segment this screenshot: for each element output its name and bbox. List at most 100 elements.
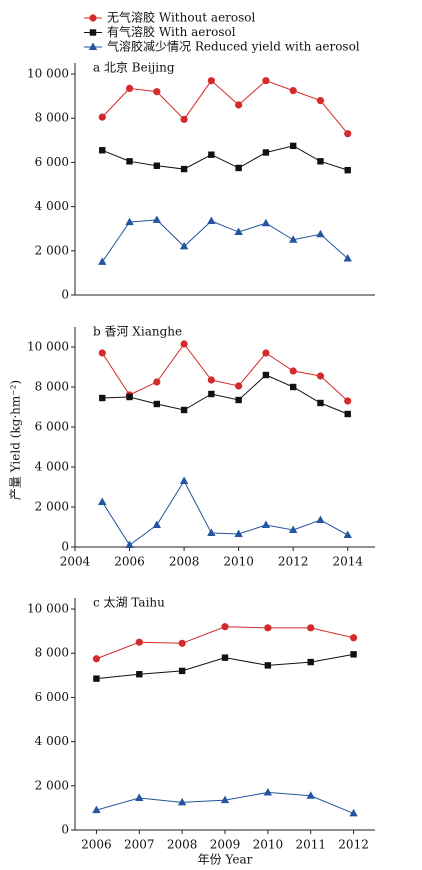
legend-marker bbox=[89, 29, 97, 36]
point bbox=[136, 671, 143, 678]
x-tick-label: 2010 bbox=[253, 838, 284, 852]
point bbox=[98, 349, 106, 357]
point bbox=[92, 805, 101, 814]
point bbox=[152, 215, 162, 223]
x-tick-label: 2004 bbox=[60, 555, 91, 569]
legend-label: 无气溶胶 Without aerosol bbox=[107, 10, 256, 25]
y-tick-label: 0 bbox=[61, 540, 69, 554]
point bbox=[264, 624, 272, 632]
x-tick-label: 2012 bbox=[338, 838, 369, 852]
point bbox=[344, 130, 352, 138]
point bbox=[93, 675, 100, 682]
point bbox=[289, 142, 297, 150]
point bbox=[99, 394, 106, 402]
point bbox=[234, 227, 243, 236]
point bbox=[262, 371, 270, 379]
point bbox=[153, 378, 161, 386]
y-tick-label: 6 000 bbox=[35, 690, 69, 704]
point bbox=[316, 229, 325, 238]
point bbox=[262, 77, 270, 85]
point bbox=[135, 793, 144, 801]
y-tick-label: 8 000 bbox=[35, 380, 69, 394]
point bbox=[316, 96, 325, 105]
y-tick-label: 0 bbox=[61, 288, 69, 302]
point bbox=[288, 235, 298, 243]
point bbox=[317, 158, 324, 165]
point bbox=[99, 147, 106, 154]
point bbox=[289, 87, 297, 95]
point bbox=[235, 101, 243, 109]
point bbox=[234, 529, 243, 537]
point bbox=[153, 400, 161, 408]
point bbox=[344, 410, 351, 418]
series-line bbox=[102, 374, 348, 415]
x-tick-label: 2006 bbox=[81, 838, 112, 852]
point bbox=[261, 218, 271, 227]
point bbox=[289, 367, 297, 375]
point bbox=[317, 399, 324, 407]
x-tick-label: 2012 bbox=[278, 555, 309, 569]
point bbox=[179, 476, 189, 484]
point bbox=[125, 217, 134, 226]
point bbox=[264, 662, 272, 669]
series-line bbox=[101, 343, 349, 402]
point bbox=[207, 216, 216, 224]
point bbox=[98, 257, 107, 265]
point bbox=[180, 115, 188, 123]
point bbox=[180, 165, 188, 173]
point bbox=[349, 634, 358, 642]
legend-label: 有气溶胶 With aerosol bbox=[107, 24, 236, 39]
x-tick-label: 2011 bbox=[295, 838, 326, 852]
y-axis-label: 产量 Yield (kg·hm⁻²) bbox=[9, 380, 23, 500]
point bbox=[221, 623, 229, 631]
point bbox=[208, 390, 215, 398]
legend-marker bbox=[89, 14, 97, 22]
y-tick-label: 2 000 bbox=[35, 243, 69, 257]
point bbox=[289, 383, 297, 391]
point bbox=[179, 241, 189, 250]
point bbox=[316, 372, 325, 380]
point bbox=[221, 654, 229, 661]
point bbox=[92, 655, 101, 663]
y-tick-label: 4 000 bbox=[35, 734, 69, 748]
x-tick-label: 2006 bbox=[114, 555, 145, 569]
point bbox=[288, 525, 298, 533]
y-tick-label: 10 000 bbox=[27, 602, 69, 616]
point bbox=[98, 113, 106, 121]
series-line bbox=[96, 626, 354, 660]
y-tick-label: 10 000 bbox=[27, 67, 69, 81]
y-tick-label: 6 000 bbox=[35, 420, 69, 434]
point bbox=[180, 340, 188, 348]
panel-title: a 北京 Beijing bbox=[93, 61, 175, 75]
point bbox=[207, 376, 215, 384]
point bbox=[350, 651, 357, 658]
point bbox=[235, 382, 243, 390]
legend-label: 气溶胶减少情况 Reduced yield with aerosol bbox=[107, 39, 360, 54]
point bbox=[349, 808, 358, 817]
panel-title: b 香河 Xianghe bbox=[93, 325, 182, 339]
point bbox=[125, 84, 134, 93]
point bbox=[152, 520, 162, 528]
point bbox=[126, 393, 133, 401]
point bbox=[262, 349, 270, 357]
y-tick-label: 8 000 bbox=[35, 646, 69, 660]
x-tick-label: 2009 bbox=[210, 838, 241, 852]
y-tick-label: 4 000 bbox=[35, 460, 69, 474]
x-tick-label: 2010 bbox=[223, 555, 254, 569]
panel-title: c 太湖 Taihu bbox=[93, 595, 165, 610]
point bbox=[261, 520, 271, 528]
point bbox=[180, 406, 188, 414]
point bbox=[178, 667, 186, 675]
point bbox=[316, 515, 325, 523]
point bbox=[125, 540, 134, 548]
legend-marker bbox=[88, 42, 98, 50]
point bbox=[263, 787, 273, 796]
point bbox=[153, 88, 161, 96]
y-tick-label: 6 000 bbox=[35, 155, 69, 169]
y-tick-label: 8 000 bbox=[35, 111, 69, 125]
point bbox=[307, 624, 315, 632]
point bbox=[344, 166, 351, 174]
point bbox=[307, 658, 314, 666]
point bbox=[135, 638, 143, 646]
point bbox=[98, 497, 107, 505]
